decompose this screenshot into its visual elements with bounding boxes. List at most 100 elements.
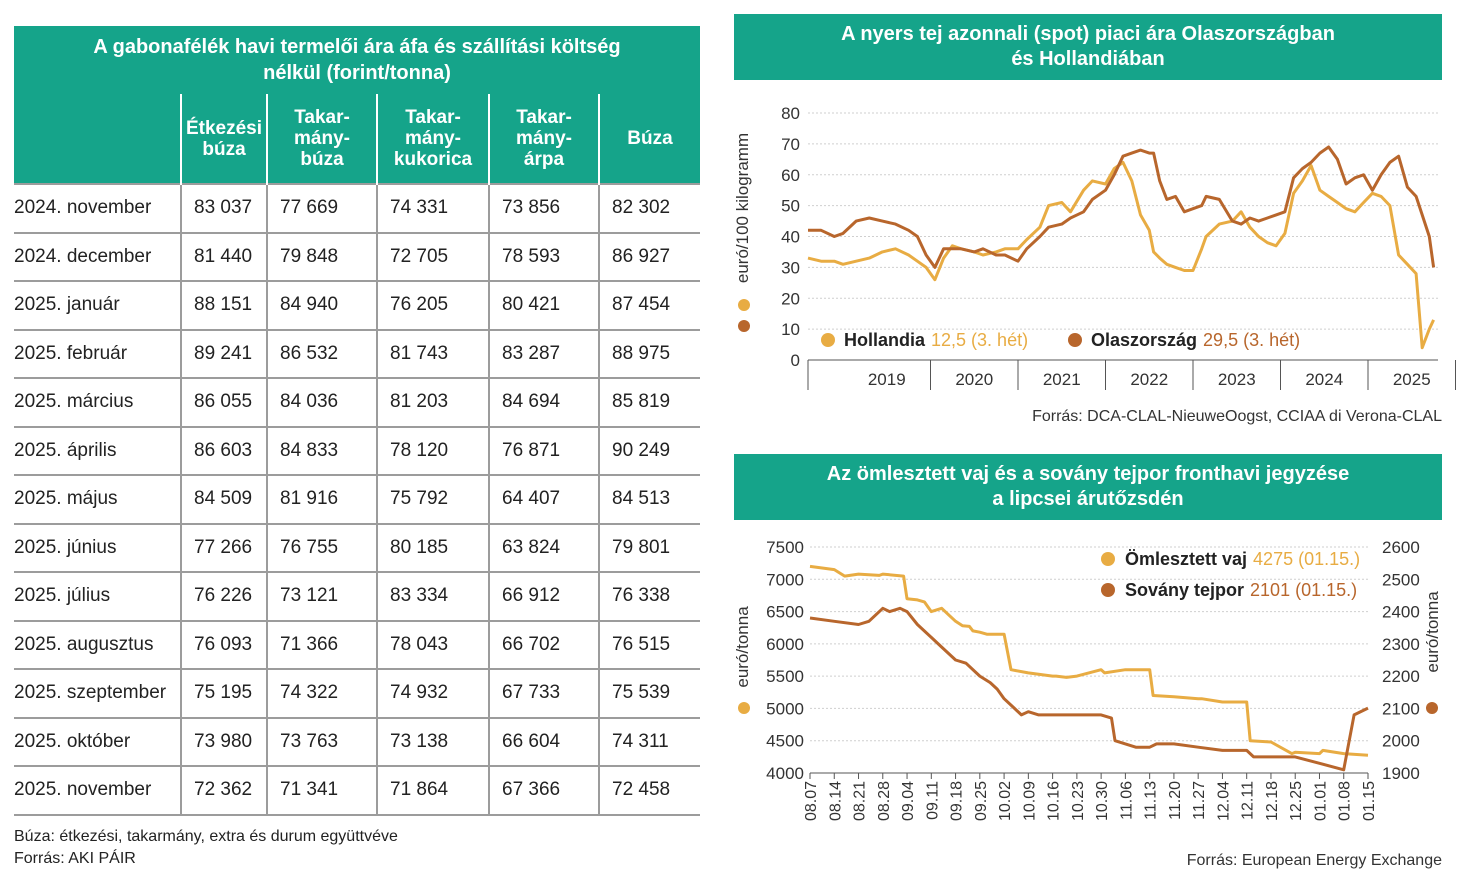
- x-tick-label: 01.15: [1361, 781, 1378, 821]
- x-tick-label: 09.04: [900, 781, 917, 821]
- x-tick-label: 09.18: [949, 781, 966, 821]
- price-cell: 87 454: [598, 281, 700, 331]
- y-axis-label: euró/100 kilogramm: [733, 133, 752, 283]
- column-header-line: búza: [300, 149, 344, 170]
- table-row: 2025. augusztus 76 093 71 366 78 043 66 702 7…: [14, 620, 700, 670]
- price-cell: 77 669: [266, 183, 377, 234]
- price-cell: 73 980: [180, 717, 267, 767]
- price-cell: 66 912: [488, 572, 599, 622]
- price-cell: 77 266: [180, 523, 267, 573]
- x-tick-label: 10.09: [1021, 781, 1038, 821]
- period-cell: 2025. március: [14, 378, 181, 428]
- y-tick-label: 0: [791, 351, 800, 370]
- x-tick-label: 12.25: [1288, 781, 1305, 821]
- x-tick-label: 2025: [1393, 370, 1431, 389]
- table-row: 2025. október 73 980 73 763 73 138 66 604 74 …: [14, 717, 700, 767]
- grain-title-line2: nélkül (forint/tonna): [263, 62, 451, 84]
- y-axis-label: euró/tonna: [733, 606, 752, 688]
- price-cell: 81 916: [266, 475, 377, 525]
- table-row: 2025. szeptember 75 195 74 322 74 932 67 733…: [14, 669, 700, 719]
- milk-title-line1: A nyers tej azonnali (spot) piaci ára Ol…: [841, 23, 1335, 45]
- period-cell: 2025. június: [14, 523, 181, 573]
- x-tick-label: 10.02: [997, 781, 1014, 821]
- price-cell: 84 833: [266, 426, 377, 476]
- x-tick-label: 10.16: [1046, 781, 1063, 821]
- period-cell: 2025. április: [14, 426, 181, 476]
- price-cell: 80 421: [488, 281, 599, 331]
- table-row: 2024. december 81 440 79 848 72 705 78 593 86…: [14, 232, 700, 282]
- y2-axis-label: euró/tonna: [1423, 591, 1442, 673]
- x-tick-label: 12.04: [1215, 781, 1232, 821]
- y-tick-label: 50: [781, 197, 800, 216]
- butter-title-line2: a lipcsei árutőzsdén: [992, 488, 1184, 510]
- y2-tick-label: 2300: [1382, 635, 1420, 654]
- hollandia-legend-name: Hollandia: [844, 330, 926, 350]
- x-tick-label: 09.25: [973, 781, 990, 821]
- price-cell: 81 203: [376, 378, 489, 428]
- period-cell: 2025. augusztus: [14, 620, 181, 670]
- x-tick-label: 2023: [1218, 370, 1256, 389]
- vaj-line: [809, 564, 1369, 757]
- x-tick-label: 01.08: [1337, 781, 1354, 821]
- column-header: Takar-mány-árpa: [488, 94, 599, 184]
- butter-chart-title: Az ömlesztett vaj és a sovány tejpor fro…: [734, 454, 1442, 520]
- column-header-line: mány-: [516, 128, 572, 149]
- y2-tick-label: 1900: [1382, 764, 1420, 783]
- period-cell: 2025. február: [14, 329, 181, 379]
- y-tick-label: 7000: [766, 570, 804, 589]
- hollandia-legend-marker: [821, 333, 835, 347]
- hollandia-legend-label: Hollandia 12,5 (3. hét): [844, 330, 1028, 350]
- column-header-line: Takar-: [405, 107, 461, 128]
- butter-powder-chart: 4000 4500 5000 5500 6000 6500 7000 7500 1900 2000…: [733, 538, 1442, 821]
- period-cell: 2024. december: [14, 232, 181, 282]
- price-cell: 80 185: [376, 523, 489, 573]
- grain-title-line1: A gabonafélék havi termelői ára áfa és s…: [93, 36, 621, 58]
- period-cell: 2024. november: [14, 183, 181, 234]
- price-cell: 78 120: [376, 426, 489, 476]
- olaszorszag-axis-marker: [738, 320, 750, 332]
- y-tick-label: 6000: [766, 635, 804, 654]
- tejpor-legend-label: Sovány tejpor 2101 (01.15.): [1125, 580, 1357, 600]
- price-cell: 86 055: [180, 378, 267, 428]
- price-cell: 71 864: [376, 766, 489, 816]
- period-cell: 2025. január: [14, 281, 181, 331]
- price-cell: 76 515: [598, 620, 700, 670]
- price-cell: 66 702: [488, 620, 599, 670]
- x-tick-label: 08.07: [803, 781, 820, 821]
- y-tick-label: 20: [781, 289, 800, 308]
- column-header: Búza: [598, 94, 700, 184]
- y2-tick-label: 2200: [1382, 667, 1420, 686]
- x-tick-label: 2021: [1043, 370, 1081, 389]
- x-tick-label: 2022: [1130, 370, 1168, 389]
- y2-axis-label-group: euró/tonna: [1423, 591, 1442, 673]
- tejpor-legend-name: Sovány tejpor: [1125, 580, 1244, 600]
- x-tick-label: 12.11: [1240, 781, 1257, 820]
- price-cell: 73 856: [488, 183, 599, 234]
- price-cell: 86 532: [266, 329, 377, 379]
- price-cell: 63 824: [488, 523, 599, 573]
- column-header-line: árpa: [523, 149, 565, 170]
- x-tick-label: 08.28: [876, 781, 893, 821]
- column-header-line: Takar-: [294, 107, 350, 128]
- olaszorszag-legend-label: Olaszország 29,5 (3. hét): [1091, 330, 1300, 350]
- y-tick-label: 10: [781, 320, 800, 339]
- price-cell: 67 733: [488, 669, 599, 719]
- price-cell: 66 604: [488, 717, 599, 767]
- price-cell: 85 819: [598, 378, 700, 428]
- hollandia-line: [807, 160, 1435, 350]
- price-cell: 74 331: [376, 183, 489, 234]
- butter-title-line1: Az ömlesztett vaj és a sovány tejpor fro…: [826, 463, 1350, 485]
- y-tick-label: 5000: [766, 699, 804, 718]
- x-tick-label: 10.23: [1070, 781, 1087, 821]
- table-row: 2025. július 76 226 73 121 83 334 66 912 76 3…: [14, 572, 700, 622]
- price-cell: 72 458: [598, 766, 700, 816]
- x-tick-label: 2020: [955, 370, 993, 389]
- price-cell: 67 366: [488, 766, 599, 816]
- x-tick-label: 08.14: [827, 781, 844, 821]
- vaj-legend-value: 4275 (01.15.): [1253, 549, 1360, 569]
- x-tick-label: 11.13: [1143, 781, 1160, 820]
- column-header-line: búza: [202, 138, 246, 160]
- milk-price-chart: 0 10 20 30 40 50 60 70 80 2019 2020 2021 2022 2023 202…: [733, 104, 1456, 390]
- y-tick-label: 80: [781, 104, 800, 123]
- table-row: 2025. május 84 509 81 916 75 792 64 407 84 51…: [14, 475, 700, 525]
